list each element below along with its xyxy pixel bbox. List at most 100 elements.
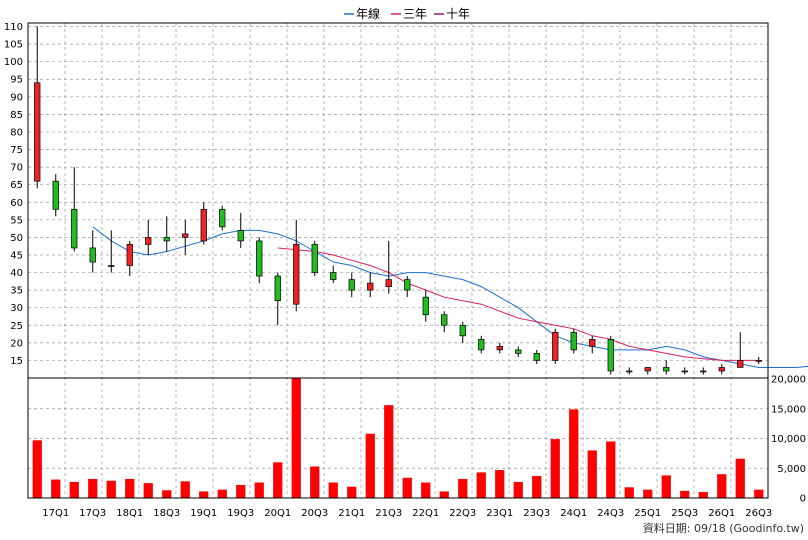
candle-body xyxy=(552,331,559,361)
x-tick-label: 18Q1 xyxy=(116,508,143,519)
candle-body xyxy=(126,244,133,266)
volume-bar xyxy=(365,433,375,498)
x-tick-label: 19Q1 xyxy=(190,508,217,519)
candle-body xyxy=(163,237,170,242)
price-tick-label: 45 xyxy=(10,250,23,261)
candle-body xyxy=(237,230,244,242)
legend-label-1: 三年 xyxy=(403,7,427,21)
volume-bar xyxy=(199,491,209,498)
volume-axis: 0 5,000 10,000 15,000 20,000 xyxy=(771,375,806,505)
x-tick-label: 22Q1 xyxy=(412,508,439,519)
price-tick-label: 55 xyxy=(10,215,23,226)
volume-bar xyxy=(680,490,690,498)
candle-body xyxy=(385,279,392,287)
x-tick-label: 26Q3 xyxy=(745,508,772,519)
volume-bar xyxy=(569,409,579,498)
candle-body xyxy=(182,233,189,238)
candle-body xyxy=(459,324,466,337)
volume-bar xyxy=(458,478,468,498)
price-tick-label: 60 xyxy=(10,198,23,209)
candle-body xyxy=(367,282,374,291)
candle-body xyxy=(533,353,540,361)
x-tick-label: 24Q1 xyxy=(560,508,587,519)
price-tick-label: 105 xyxy=(4,40,23,51)
volume-tick-label: 15,000 xyxy=(771,404,806,415)
x-tick-label: 19Q3 xyxy=(227,508,254,519)
volume-bar xyxy=(88,478,98,498)
candle-body xyxy=(496,346,503,351)
x-tick-label: 20Q1 xyxy=(264,508,291,519)
price-tick-label: 90 xyxy=(10,92,23,103)
candle-body xyxy=(145,237,152,245)
x-tick-label: 21Q1 xyxy=(338,508,365,519)
volume-bar xyxy=(106,480,116,498)
volume-bar xyxy=(532,475,542,498)
legend: 年線 三年 十年 xyxy=(344,6,470,21)
candle-body xyxy=(71,208,78,249)
candle-body xyxy=(200,208,207,242)
x-tick-label: 17Q1 xyxy=(42,508,69,519)
price-tick-label: 75 xyxy=(10,145,23,156)
volume-tick-label: 10,000 xyxy=(771,434,806,445)
candle-body xyxy=(644,367,651,372)
volume-tick-label: 20,000 xyxy=(771,375,806,386)
ma-line-1 xyxy=(277,247,759,361)
price-tick-label: 85 xyxy=(10,110,23,121)
price-axis: 15 20 25 30 35 40 45 50 55 60 65 70 75 80 85 90 95 100 105… xyxy=(4,22,23,367)
price-tick-label: 50 xyxy=(10,233,23,244)
volume-bar xyxy=(606,441,616,498)
x-axis: 17Q1 17Q3 18Q1 18Q3 19Q1 19Q3 20Q1 20Q3 21Q1 21Q3… xyxy=(42,508,772,519)
price-tick-label: 80 xyxy=(10,127,23,138)
volume-bar xyxy=(754,489,764,498)
price-tick-label: 100 xyxy=(4,57,23,68)
x-tick-label: 21Q3 xyxy=(375,508,402,519)
volume-bars xyxy=(32,377,764,498)
x-tick-label: 25Q1 xyxy=(634,508,661,519)
ma-line-0 xyxy=(92,226,808,368)
volume-bar xyxy=(624,487,634,498)
candle-body xyxy=(293,244,300,305)
volume-bar xyxy=(402,477,412,498)
plot-frame xyxy=(27,22,769,499)
candle-body xyxy=(34,82,41,182)
volume-bar xyxy=(143,483,153,498)
volume-bar xyxy=(273,462,283,498)
x-tick-label: 23Q1 xyxy=(486,508,513,519)
volume-bar xyxy=(328,482,338,498)
volume-bar xyxy=(125,478,135,498)
volume-bar xyxy=(421,482,431,498)
candle-body xyxy=(589,338,596,347)
volume-bar xyxy=(587,450,597,498)
volume-bar xyxy=(476,472,486,498)
price-tick-label: 30 xyxy=(10,303,23,314)
price-tick-label: 20 xyxy=(10,338,23,349)
volume-bar xyxy=(513,481,523,498)
grid-lines xyxy=(28,23,768,498)
candle-body xyxy=(108,265,115,267)
candle-body xyxy=(718,367,725,372)
candle-body xyxy=(607,338,614,372)
x-tick-label: 17Q3 xyxy=(79,508,106,519)
volume-bar xyxy=(162,490,172,498)
volume-bar xyxy=(217,489,227,498)
volume-bar xyxy=(495,470,505,498)
candle-body xyxy=(274,275,281,302)
volume-bar xyxy=(347,486,357,498)
volume-bar xyxy=(717,474,727,498)
price-tick-label: 65 xyxy=(10,180,23,191)
volume-tick-label: 5,000 xyxy=(777,464,806,475)
x-tick-label: 22Q3 xyxy=(449,508,476,519)
price-tick-label: 25 xyxy=(10,321,23,332)
candlesticks xyxy=(34,26,762,375)
legend-label-2: 十年 xyxy=(446,7,470,21)
candle-body xyxy=(755,360,762,362)
x-tick-label: 20Q3 xyxy=(301,508,328,519)
price-tick-label: 95 xyxy=(10,75,23,86)
candle-body xyxy=(89,247,96,263)
volume-bar xyxy=(439,491,449,498)
x-tick-label: 18Q3 xyxy=(153,508,180,519)
volume-bar xyxy=(310,466,320,498)
price-tick-label: 40 xyxy=(10,268,23,279)
x-tick-label: 23Q3 xyxy=(523,508,550,519)
volume-bar xyxy=(661,475,671,498)
